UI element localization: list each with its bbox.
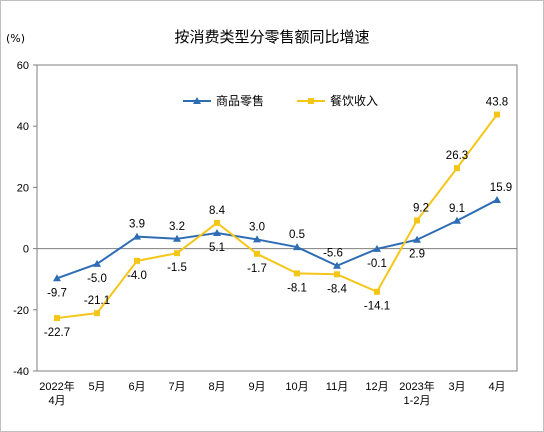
x-tick-label: 2022年 bbox=[39, 379, 74, 393]
x-tick-label: 4月 bbox=[48, 395, 65, 407]
y-tick-label: -20 bbox=[13, 305, 29, 317]
data-point bbox=[493, 195, 501, 203]
data-label: 9.2 bbox=[413, 202, 429, 214]
y-tick-label: 40 bbox=[17, 121, 29, 133]
y-tick-label: -40 bbox=[13, 366, 29, 378]
data-label: -9.7 bbox=[47, 287, 67, 299]
x-tick-label: 3月 bbox=[448, 381, 465, 393]
data-point bbox=[374, 288, 380, 295]
y-tick-label: 0 bbox=[23, 244, 29, 256]
data-point bbox=[173, 234, 181, 242]
data-point bbox=[93, 259, 101, 267]
data-label: -8.1 bbox=[287, 282, 307, 294]
x-tick-label: 6月 bbox=[128, 381, 145, 393]
data-label: -14.1 bbox=[364, 301, 390, 313]
data-label: 26.3 bbox=[446, 150, 468, 162]
data-point bbox=[294, 270, 300, 277]
x-tick-label: 11月 bbox=[326, 381, 348, 393]
plot-area-border bbox=[36, 64, 518, 372]
legend-label: 商品零售 bbox=[216, 93, 264, 108]
data-label: -5.6 bbox=[323, 248, 343, 260]
data-point bbox=[373, 244, 381, 252]
data-labels: -9.7 -5.0 3.9 3.2 5.1 3.0 0.5 -5.6 -0.1 2.9 9.1 15.… bbox=[44, 97, 512, 339]
data-label: 5.1 bbox=[209, 242, 225, 254]
data-label: -1.7 bbox=[247, 263, 267, 275]
data-point bbox=[253, 235, 261, 243]
data-label: 3.2 bbox=[169, 221, 185, 233]
data-point bbox=[53, 274, 61, 282]
data-point bbox=[453, 216, 461, 224]
data-point bbox=[333, 261, 341, 269]
data-point bbox=[134, 257, 140, 264]
y-axis-unit: (%) bbox=[6, 32, 25, 45]
data-label: -0.1 bbox=[367, 258, 387, 270]
data-point bbox=[54, 315, 60, 322]
data-label: 0.5 bbox=[289, 229, 305, 241]
data-label: 15.9 bbox=[490, 182, 512, 194]
data-label: 9.1 bbox=[449, 203, 465, 215]
data-label: -4.0 bbox=[127, 270, 147, 282]
x-tick-label: 10月 bbox=[285, 381, 308, 393]
x-tick-label: 5月 bbox=[88, 381, 105, 393]
data-point bbox=[254, 250, 260, 257]
data-point bbox=[174, 250, 180, 257]
legend-marker bbox=[193, 97, 201, 104]
data-label: 8.4 bbox=[209, 205, 226, 217]
data-label: -8.4 bbox=[327, 283, 347, 295]
x-tick-label: 9月 bbox=[248, 381, 265, 393]
data-label: 43.8 bbox=[486, 97, 508, 109]
chart-title: 按消费类型分零售额同比增速 bbox=[174, 28, 369, 46]
data-label: -1.5 bbox=[167, 262, 187, 274]
y-tick-label: 20 bbox=[17, 182, 29, 194]
data-point bbox=[213, 228, 221, 236]
data-label: 3.9 bbox=[129, 219, 145, 231]
data-label: 2.9 bbox=[409, 249, 425, 261]
y-tick-label: 60 bbox=[17, 60, 29, 72]
x-tick-label: 4月 bbox=[488, 381, 505, 393]
data-label: 3.0 bbox=[249, 221, 265, 233]
data-point bbox=[293, 243, 301, 251]
series-line-2 bbox=[56, 113, 498, 320]
data-label: -22.7 bbox=[44, 327, 70, 339]
data-point bbox=[454, 165, 460, 172]
x-tick-label: 8月 bbox=[208, 381, 225, 393]
data-point bbox=[133, 232, 141, 240]
axes: 60 40 20 0 -20 -40 2022年 4月 5月 6月 7月 8月 9月 10月 11月 12月 2… bbox=[13, 60, 517, 407]
x-tick-label: 1-2月 bbox=[404, 395, 431, 407]
x-tick-label: 7月 bbox=[168, 381, 185, 393]
series-layer bbox=[53, 111, 501, 322]
data-label: -21.1 bbox=[84, 295, 110, 307]
data-label: -5.0 bbox=[87, 273, 107, 285]
data-point bbox=[494, 111, 500, 118]
series-line-1 bbox=[56, 199, 498, 280]
legend: 商品零售 餐饮收入 bbox=[183, 93, 378, 108]
x-tick-label: 12月 bbox=[365, 381, 388, 393]
x-tick-label: 2023年 bbox=[399, 379, 434, 393]
data-point bbox=[334, 271, 340, 278]
data-point bbox=[94, 310, 100, 317]
legend-marker bbox=[308, 98, 314, 104]
data-point bbox=[413, 235, 421, 243]
data-point bbox=[214, 219, 220, 226]
data-point bbox=[414, 217, 420, 224]
legend-label: 餐饮收入 bbox=[330, 93, 378, 108]
